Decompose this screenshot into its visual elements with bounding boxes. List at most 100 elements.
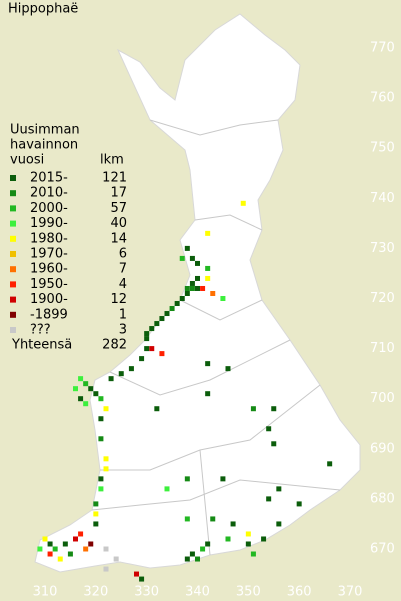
occurrence-square	[108, 376, 114, 382]
occurrence-square	[189, 280, 195, 286]
occurrence-square	[93, 511, 99, 517]
x-tick-label: 320	[83, 585, 108, 600]
legend-count: 7	[119, 262, 127, 277]
y-tick-label: 750	[370, 141, 395, 156]
occurrence-square	[98, 476, 104, 482]
occurrence-square	[220, 476, 226, 482]
x-tick-label: 360	[287, 585, 312, 600]
occurrence-square	[195, 285, 200, 291]
occurrence-square	[103, 406, 109, 412]
occurrence-square	[139, 576, 145, 582]
legend-label: 1980-	[30, 231, 68, 246]
occurrence-square	[128, 366, 134, 372]
region-borders	[91, 119, 341, 556]
occurrence-square	[189, 255, 195, 261]
x-tick-label: 370	[338, 585, 363, 600]
occurrence-square	[103, 466, 109, 472]
occurrence-square	[154, 406, 160, 412]
occurrence-square	[266, 426, 272, 432]
occurrence-square	[88, 386, 94, 392]
occurrence-square	[62, 541, 68, 547]
x-tick-label: 340	[185, 585, 210, 600]
occurrence-square	[276, 486, 282, 492]
occurrence-square	[245, 531, 251, 537]
y-tick-label: 710	[370, 341, 395, 356]
occurrence-square	[98, 396, 104, 402]
occurrence-square	[154, 321, 160, 327]
occurrence-square	[220, 296, 226, 301]
occurrence-square	[103, 456, 109, 462]
occurrence-square	[195, 260, 200, 266]
occurrence-square	[225, 536, 231, 542]
title: Hippophaë	[8, 2, 78, 17]
legend-swatch	[10, 175, 16, 181]
occurrence-square	[205, 275, 211, 281]
legend-swatch	[10, 205, 16, 212]
occurrence-square	[184, 476, 190, 482]
occurrence-square	[83, 546, 89, 552]
occurrence-square	[271, 406, 277, 412]
y-tick-label: 680	[370, 491, 395, 506]
occurrence-square	[73, 386, 78, 392]
occurrence-square	[179, 255, 185, 261]
legend-header: havainnon	[10, 138, 78, 153]
occurrence-square	[205, 391, 211, 397]
y-tick-label: 760	[370, 91, 395, 106]
occurrence-square	[205, 265, 211, 271]
occurrence-square	[205, 230, 211, 236]
occurrence-square	[98, 436, 104, 442]
occurrence-square	[159, 351, 165, 357]
legend-header: vuosi	[10, 153, 44, 168]
occurrence-square	[184, 516, 190, 522]
occurrence-square	[184, 290, 190, 296]
y-tick-label: 690	[370, 441, 395, 456]
occurrence-square	[47, 541, 53, 547]
legend-swatch	[10, 220, 16, 227]
occurrence-square	[184, 245, 190, 251]
x-tick-label: 350	[236, 585, 261, 600]
y-tick-label: 720	[370, 291, 395, 306]
occurrence-square	[134, 571, 139, 577]
legend-label: ???	[30, 323, 51, 338]
occurrence-square	[52, 546, 58, 552]
legend-swatch	[10, 251, 16, 257]
occurrence-square	[93, 391, 99, 397]
occurrence-square	[113, 556, 119, 562]
occurrence-square	[205, 541, 211, 547]
finland-outline	[34, 13, 361, 573]
legend-swatch	[10, 235, 16, 242]
occurrence-square	[200, 285, 206, 291]
occurrence-square	[296, 501, 302, 507]
occurrence-square	[261, 536, 267, 542]
occurrence-square	[144, 346, 150, 352]
occurrence-square	[164, 311, 170, 317]
occurrence-square	[210, 516, 216, 522]
legend-total: 282	[102, 338, 127, 353]
legend-count: 4	[119, 277, 127, 292]
legend-count: 3	[119, 323, 127, 338]
legend-swatch	[10, 311, 16, 318]
y-tick-label: 770	[370, 41, 395, 56]
legend-count: 17	[110, 186, 127, 201]
occurrence-square	[78, 396, 84, 402]
occurrence-square	[42, 536, 48, 542]
legend-count: 57	[110, 201, 127, 216]
legend-swatch	[10, 266, 16, 273]
occurrence-square	[327, 461, 333, 467]
occurrence-square	[210, 290, 216, 296]
occurrence-square	[118, 371, 124, 377]
occurrence-square	[174, 301, 180, 307]
legend-label: 1900-	[30, 292, 68, 307]
occurrence-square	[184, 556, 190, 562]
occurrence-square	[67, 551, 73, 557]
occurrence-square	[149, 326, 155, 332]
occurrence-square	[88, 541, 94, 547]
occurrence-square	[240, 200, 246, 206]
legend-header: Uusimman	[10, 123, 80, 138]
y-tick-label: 740	[370, 191, 395, 206]
occurrence-square	[98, 416, 104, 422]
occurrence-square	[250, 551, 256, 557]
legend-label: 1970-	[30, 247, 68, 262]
